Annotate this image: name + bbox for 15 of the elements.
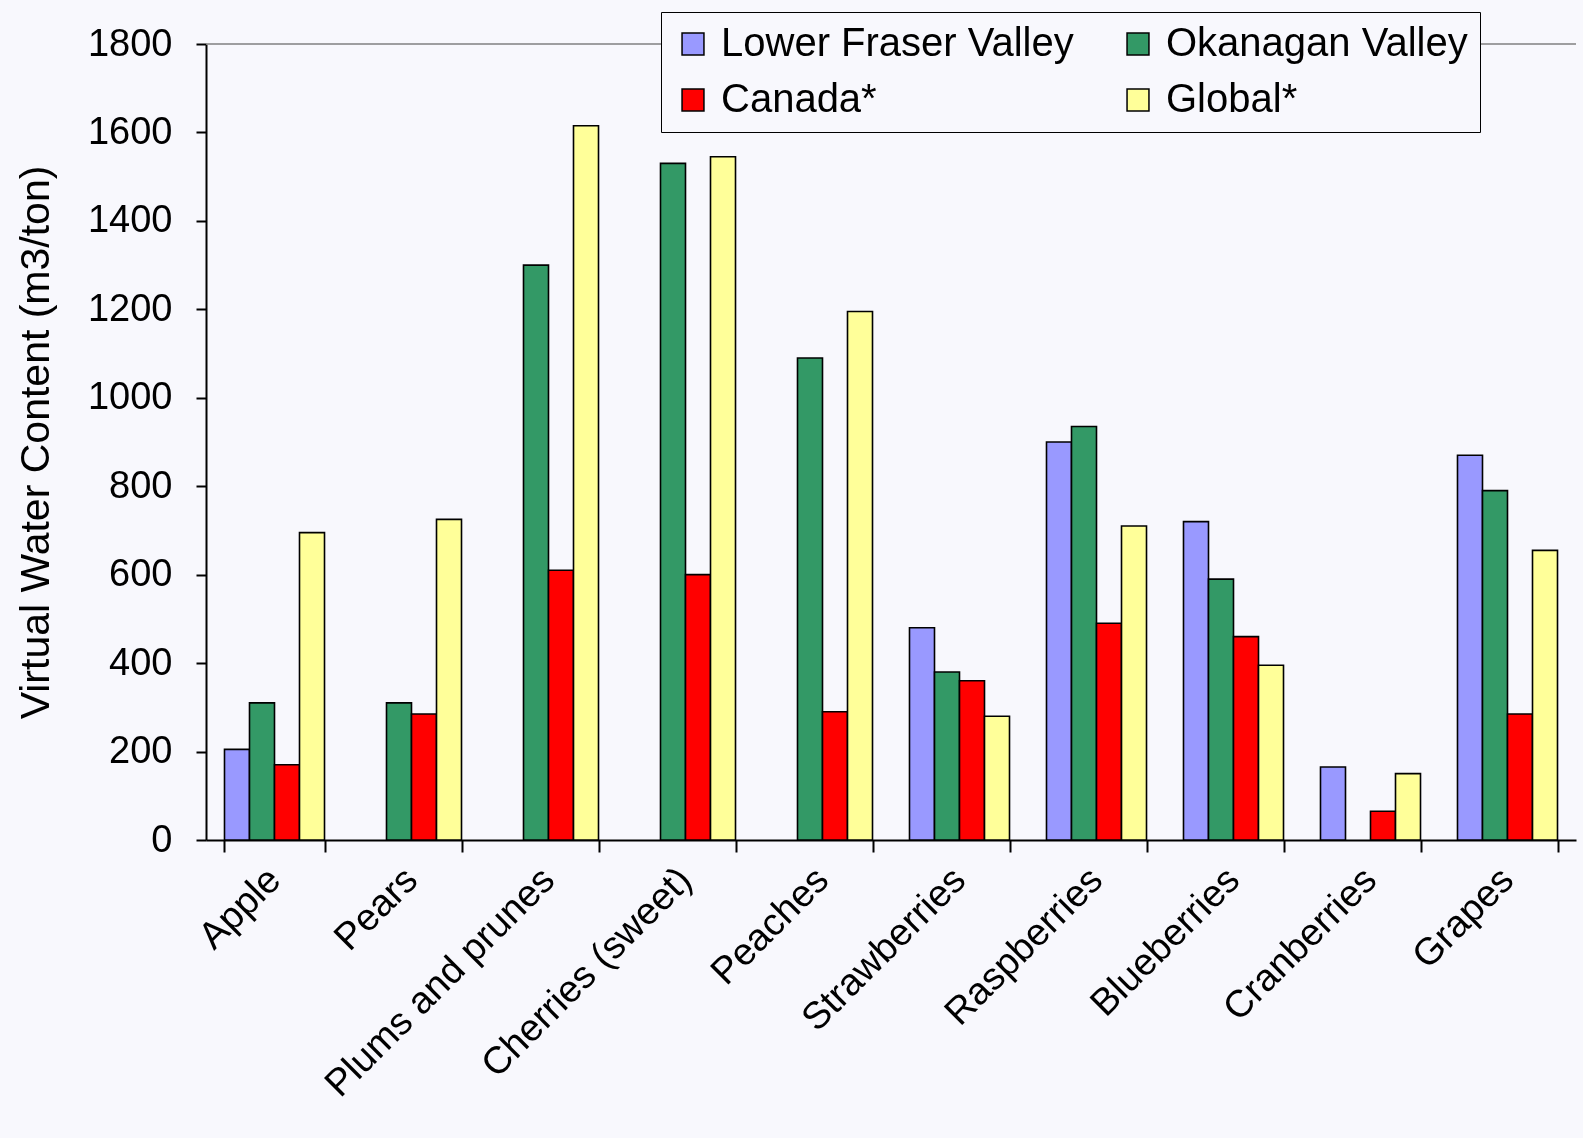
y-axis-title: Virtual Water Content (m3/ton) — [11, 165, 58, 720]
y-tick-label: 1800 — [87, 21, 173, 64]
y-tick-label: 1600 — [87, 109, 173, 152]
y-tick-label: 400 — [109, 640, 173, 683]
y-tick-label: 600 — [109, 552, 173, 595]
y-tick-label: 0 — [151, 817, 173, 860]
y-tick-label: 200 — [109, 729, 173, 772]
y-tick-label: 1000 — [87, 375, 173, 418]
legend-label: Canada* — [721, 76, 877, 120]
legend-label: Global* — [1166, 76, 1298, 120]
y-tick-label: 1200 — [87, 286, 173, 329]
legend-label: Okanagan Valley — [1166, 20, 1468, 64]
legend-label: Lower Fraser Valley — [721, 20, 1074, 64]
y-tick-label: 800 — [109, 463, 173, 506]
y-tick-label: 1400 — [87, 198, 173, 241]
